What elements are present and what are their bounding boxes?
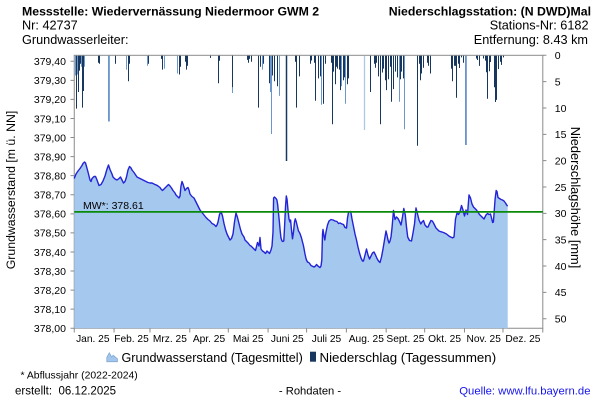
svg-text:Grundwasserstand (Tagesmittel): Grundwasserstand (Tagesmittel): [122, 351, 303, 365]
svg-text:Dez. 25: Dez. 25: [505, 334, 540, 345]
svg-text:378,50: 378,50: [34, 228, 66, 240]
svg-text:Messstelle: Wiedervernässung N: Messstelle: Wiedervernässung Niedermoor …: [22, 5, 319, 19]
svg-text:Niederschlag (Tagessummen): Niederschlag (Tagessummen): [320, 350, 497, 365]
svg-text:Nov. 25: Nov. 25: [467, 334, 502, 345]
svg-text:378,40: 378,40: [34, 247, 66, 259]
svg-text:378,30: 378,30: [34, 266, 66, 278]
svg-text:Jan. 25: Jan. 25: [76, 334, 110, 345]
svg-text:379,40: 379,40: [34, 56, 66, 68]
svg-text:Grundwasserstand [m ü. NN]: Grundwasserstand [m ü. NN]: [4, 111, 18, 270]
svg-text:378,70: 378,70: [34, 190, 66, 202]
svg-text:50: 50: [555, 314, 567, 326]
svg-text:379,00: 379,00: [34, 132, 66, 144]
svg-text:20: 20: [555, 155, 567, 167]
svg-text:379,30: 379,30: [34, 75, 66, 87]
svg-text:Aug. 25: Aug. 25: [349, 334, 384, 345]
svg-text:379,10: 379,10: [34, 113, 66, 125]
svg-text:378,90: 378,90: [34, 151, 66, 163]
svg-text:* Abflussjahr (2022-2024): * Abflussjahr (2022-2024): [21, 371, 138, 382]
svg-text:Grundwasserleiter:: Grundwasserleiter:: [22, 33, 128, 47]
svg-text:35: 35: [555, 234, 567, 246]
svg-text:Mrz. 25: Mrz. 25: [153, 334, 187, 345]
svg-text:378,00: 378,00: [34, 323, 66, 335]
svg-text:Feb. 25: Feb. 25: [114, 334, 149, 345]
svg-text:379,20: 379,20: [34, 94, 66, 106]
svg-text:erstellt: 06.12.2025: erstellt: 06.12.2025: [15, 385, 116, 397]
svg-text:10: 10: [555, 103, 567, 115]
svg-text:5: 5: [555, 76, 561, 88]
svg-text:378,80: 378,80: [34, 170, 66, 182]
svg-text:Apr. 25: Apr. 25: [193, 334, 226, 345]
svg-text:378,60: 378,60: [34, 209, 66, 221]
svg-text:Mai 25: Mai 25: [233, 334, 264, 345]
svg-text:45: 45: [555, 287, 567, 299]
svg-text:Niederschlagshöhe [mm]: Niederschlagshöhe [mm]: [568, 127, 583, 269]
svg-text:15: 15: [555, 129, 567, 141]
svg-text:Quelle: www.lfu.bayern.de: Quelle: www.lfu.bayern.de: [459, 385, 590, 397]
svg-text:Stations-Nr: 6182: Stations-Nr: 6182: [490, 19, 589, 33]
svg-text:Sept. 25: Sept. 25: [386, 334, 424, 345]
svg-text:378,20: 378,20: [34, 285, 66, 297]
svg-text:Nr: 42737: Nr: 42737: [22, 19, 78, 33]
svg-text:0: 0: [555, 50, 561, 62]
svg-text:Juli 25: Juli 25: [312, 334, 342, 345]
svg-text:- Rohdaten -: - Rohdaten -: [279, 385, 341, 397]
svg-text:30: 30: [555, 208, 567, 220]
svg-text:25: 25: [555, 182, 567, 194]
svg-text:40: 40: [555, 261, 567, 273]
svg-text:Okt. 25: Okt. 25: [428, 334, 461, 345]
svg-text:MW*: 378.61: MW*: 378.61: [83, 200, 144, 212]
svg-text:Niederschlagsstation: (N DWD)M: Niederschlagsstation: (N DWD)Mal: [389, 5, 591, 19]
svg-text:378,10: 378,10: [34, 304, 66, 316]
svg-text:Juni 25: Juni 25: [271, 334, 304, 345]
svg-text:Entfernung: 8.43 km: Entfernung: 8.43 km: [474, 33, 588, 47]
